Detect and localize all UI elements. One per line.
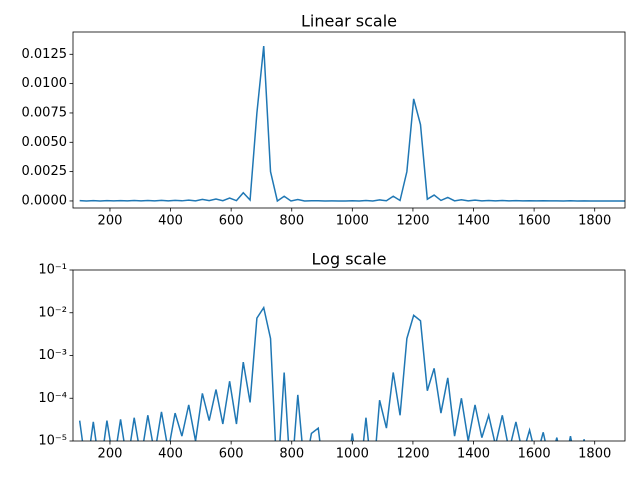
x-tick-label: 800 [279, 447, 304, 462]
x-tick-label: 200 [98, 447, 123, 462]
y-tick-label: 0.0050 [22, 135, 68, 150]
y-tick-label: 10⁻⁴ [38, 391, 67, 406]
y-tick-label: 0.0100 [22, 76, 68, 91]
y-tick-label: 0.0025 [22, 164, 68, 179]
x-tick-label: 1000 [336, 447, 369, 462]
x-tick-label: 1200 [396, 214, 429, 229]
data-line [78, 305, 586, 441]
x-tick-label: 1000 [336, 214, 369, 229]
x-tick-label: 1800 [578, 447, 611, 462]
y-tick-label: 10⁻² [38, 305, 67, 320]
x-tick-label: 800 [279, 214, 304, 229]
x-tick-label: 200 [98, 214, 123, 229]
x-tick-label: 1400 [457, 214, 490, 229]
chart-title: Log scale [312, 250, 387, 269]
y-tick-label: 0.0000 [22, 193, 68, 208]
x-tick-label: 400 [158, 447, 183, 462]
x-tick-label: 400 [158, 214, 183, 229]
x-tick-label: 1600 [518, 214, 551, 229]
chart-title: Linear scale [301, 12, 397, 31]
x-tick-label: 1200 [396, 447, 429, 462]
axes-frame [72, 269, 626, 442]
y-tick-label: 10⁻³ [38, 348, 67, 363]
x-tick-label: 1400 [457, 447, 490, 462]
y-tick-label: 10⁻¹ [38, 263, 67, 278]
data-line [79, 46, 625, 203]
x-tick-label: 1600 [518, 447, 551, 462]
y-tick-label: 0.0075 [22, 105, 68, 120]
x-tick-label: 600 [219, 214, 244, 229]
y-tick-label: 10⁻⁵ [38, 434, 67, 449]
y-tick-label: 0.0125 [22, 47, 68, 62]
x-tick-label: 1800 [578, 214, 611, 229]
axes-frame [72, 31, 626, 209]
x-tick-label: 600 [219, 447, 244, 462]
